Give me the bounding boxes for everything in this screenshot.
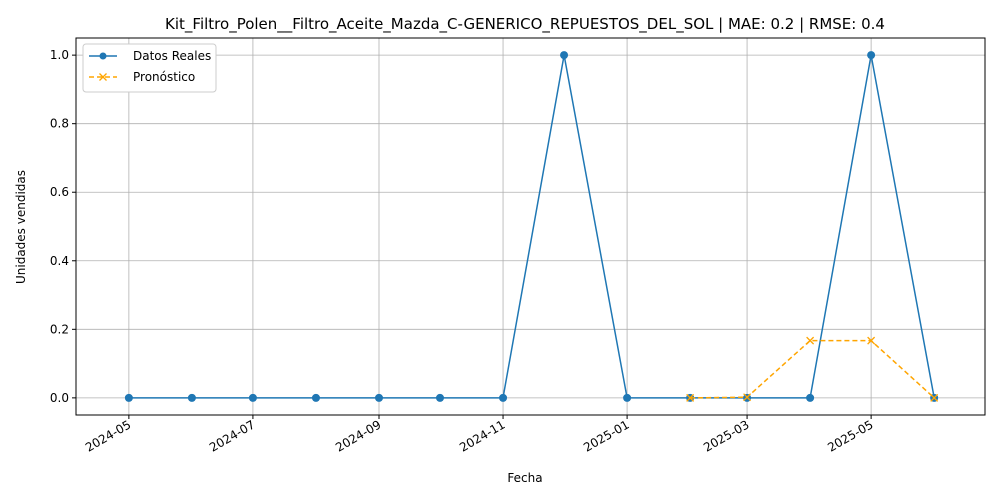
y-tick-label: 0.4 <box>50 254 69 268</box>
legend-marker-pronostico <box>99 73 107 81</box>
data-point <box>623 393 632 402</box>
y-axis: 0.0 0.2 0.4 0.6 0.8 1.0 <box>50 48 76 405</box>
legend: Datos Reales Pronóstico <box>82 43 217 93</box>
data-point <box>187 393 196 402</box>
data-point <box>436 393 445 402</box>
y-tick-label: 0.2 <box>50 322 69 336</box>
data-point <box>124 393 133 402</box>
data-point <box>806 393 815 402</box>
legend-x-marker <box>99 73 107 81</box>
y-tick-label: 0.8 <box>50 117 69 131</box>
y-tick-label: 0.6 <box>50 185 69 199</box>
data-point <box>248 393 257 402</box>
series-layer <box>124 51 939 402</box>
data-point <box>867 51 876 60</box>
series-line-0 <box>128 54 935 399</box>
x-tick-label: 2024-07 <box>207 417 257 454</box>
data-point <box>375 393 383 402</box>
legend-marker-datos-reales <box>99 52 107 60</box>
y-axis-label: Unidades vendidas <box>14 170 28 284</box>
data-point <box>867 336 876 345</box>
data-point <box>311 393 320 402</box>
data-point <box>930 393 939 402</box>
legend-label-datos-reales: Datos Reales <box>133 49 211 63</box>
chart-title: Kit_Filtro_Polen__Filtro_Aceite_Mazda_C-… <box>165 15 885 34</box>
x-tick-label: 2025-03 <box>701 417 751 454</box>
y-tick-label: 0.0 <box>50 391 69 405</box>
x-tick-label: 2024-09 <box>333 417 383 454</box>
grid <box>76 38 985 415</box>
x-tick-label: 2024-11 <box>457 417 507 454</box>
data-point <box>499 393 508 402</box>
data-point <box>560 51 569 60</box>
legend-label-pronostico: Pronóstico <box>133 70 195 84</box>
x-tick-label: 2024-05 <box>83 417 133 454</box>
y-tick-label: 1.0 <box>50 48 69 62</box>
data-point <box>743 393 752 402</box>
plot-frame <box>75 37 986 416</box>
x-axis-label: Fecha <box>507 471 542 485</box>
x-axis: 2024-05 2024-07 2024-09 2024-11 2025-01 2025-… <box>83 415 876 455</box>
data-point <box>686 393 695 402</box>
data-point <box>806 336 815 345</box>
x-tick-label: 2025-05 <box>825 417 875 454</box>
x-tick-label: 2025-01 <box>581 417 631 454</box>
